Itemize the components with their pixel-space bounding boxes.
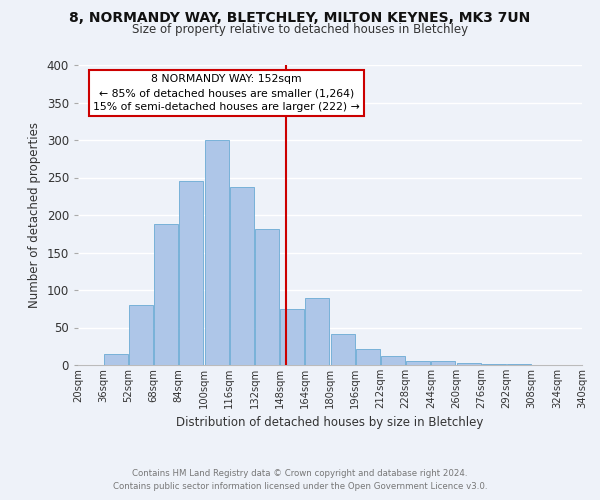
Bar (305, 298, 329, 365)
Bar (230, 186, 254, 365)
Bar (255, 229, 279, 365)
Text: Size of property relative to detached houses in Bletchley: Size of property relative to detached ho… (132, 22, 468, 36)
Text: Contains HM Land Registry data © Crown copyright and database right 2024.
Contai: Contains HM Land Registry data © Crown c… (113, 470, 487, 491)
Bar (482, 364, 506, 365)
Bar (280, 308, 304, 365)
Bar (129, 305, 153, 365)
Text: 8 NORMANDY WAY: 152sqm
← 85% of detached houses are smaller (1,264)
15% of semi-: 8 NORMANDY WAY: 152sqm ← 85% of detached… (94, 74, 360, 112)
X-axis label: Distribution of detached houses by size in Bletchley: Distribution of detached houses by size … (176, 416, 484, 430)
Bar (179, 181, 203, 365)
Bar (406, 361, 430, 365)
Bar (381, 356, 405, 365)
Bar (507, 364, 531, 365)
Y-axis label: Number of detached properties: Number of detached properties (28, 122, 41, 308)
Bar (331, 334, 355, 365)
Bar (205, 140, 229, 365)
Text: 8, NORMANDY WAY, BLETCHLEY, MILTON KEYNES, MK3 7UN: 8, NORMANDY WAY, BLETCHLEY, MILTON KEYNE… (70, 11, 530, 25)
Bar (154, 224, 178, 365)
Bar (356, 348, 380, 365)
Bar (431, 361, 455, 365)
Bar (104, 354, 128, 365)
Bar (457, 363, 481, 365)
